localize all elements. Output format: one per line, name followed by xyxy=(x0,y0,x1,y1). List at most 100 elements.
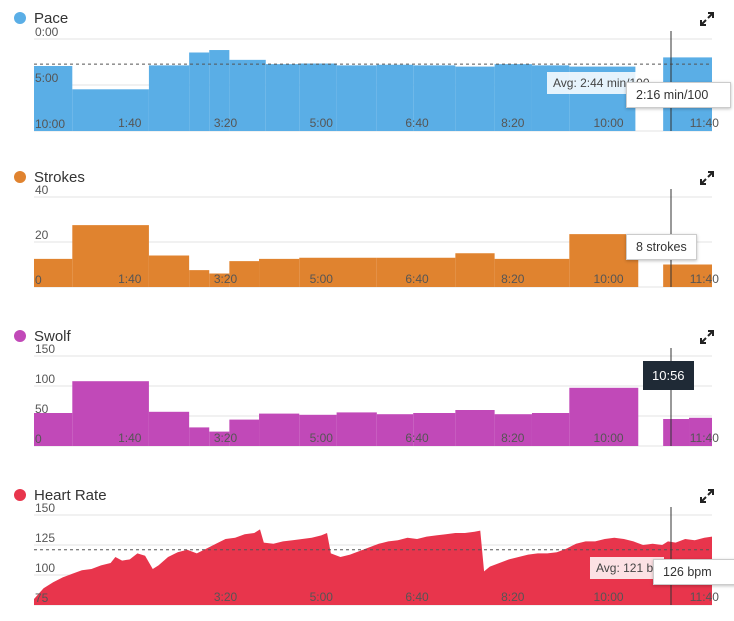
area-segment xyxy=(494,64,532,131)
x-tick-label: 1:40 xyxy=(118,431,142,445)
y-tick-label: 150 xyxy=(35,501,55,515)
y-tick-label: 100 xyxy=(35,561,55,575)
x-tick-label: 6:40 xyxy=(405,116,429,130)
x-tick-label: 10:00 xyxy=(594,272,624,286)
legend-dot-icon xyxy=(14,489,26,501)
area-segment xyxy=(376,64,414,131)
y-tick-label: 125 xyxy=(35,531,55,545)
area-segment xyxy=(34,413,73,446)
area-segment xyxy=(494,258,570,287)
area-segment xyxy=(72,89,149,131)
swolf-chart[interactable]: 0 50 100 150 1:40 3:20 5:00 6:40 8:20 10:00 11:40 xyxy=(0,326,734,466)
chart-panel-pace: Pace 0:00 5:00 10:00 1:40 3:20 5:00 6:40 8:20 10… xyxy=(0,8,734,148)
chart-panel-swolf: Swolf 0 50 100 150 1:40 3:20 5:00 6:40 8:20 10:00… xyxy=(0,326,734,466)
legend-dot-icon xyxy=(14,12,26,24)
area-segment xyxy=(376,257,456,287)
area-segment xyxy=(34,258,73,287)
x-tick-label: 8:20 xyxy=(501,116,525,130)
expand-icon[interactable] xyxy=(700,171,714,185)
y-tick-label: 75 xyxy=(35,591,49,605)
area-segment xyxy=(336,412,377,446)
area-segment xyxy=(569,387,639,446)
y-tick-label: 20 xyxy=(35,228,49,242)
x-tick-label: 6:40 xyxy=(405,272,429,286)
area-segment xyxy=(259,258,300,287)
tooltip-heart-rate: 126 bpm xyxy=(653,559,734,585)
area-segment xyxy=(229,59,266,131)
x-tick-label: 5:00 xyxy=(310,431,334,445)
chart-panel-strokes: Strokes 0 20 40 1:40 3:20 5:00 6:40 8:20 10:00 11… xyxy=(0,167,734,307)
area-segment xyxy=(229,419,260,446)
chart-panel-heart-rate: Heart Rate 75 100 125 150 3:20 5:00 6:40 8:20 10… xyxy=(0,485,734,621)
area-segment xyxy=(299,63,337,131)
legend-dot-icon xyxy=(14,330,26,342)
y-tick-label: 50 xyxy=(35,402,49,416)
y-tick-label: 0 xyxy=(35,273,42,287)
area-segment xyxy=(209,50,230,131)
x-tick-label: 11:40 xyxy=(690,590,719,604)
area-segment xyxy=(413,413,456,446)
legend-label-strokes: Strokes xyxy=(34,168,85,186)
legend-strokes[interactable]: Strokes xyxy=(14,167,85,187)
area-segment xyxy=(72,381,149,446)
heart-rate-chart[interactable]: 75 100 125 150 3:20 5:00 6:40 8:20 10:00 11:40 xyxy=(0,485,734,621)
y-tick-label: 100 xyxy=(35,372,55,386)
x-tick-label: 10:00 xyxy=(594,590,624,604)
x-tick-label: 10:00 xyxy=(594,431,624,445)
tooltip-pace: 2:16 min/100 xyxy=(626,82,731,108)
legend-heart-rate[interactable]: Heart Rate xyxy=(14,485,107,505)
area-segment xyxy=(148,411,190,446)
x-tick-label: 10:00 xyxy=(594,116,624,130)
area-segment xyxy=(455,253,495,287)
area-segment xyxy=(229,261,260,287)
area-segment xyxy=(413,65,456,131)
area-segment xyxy=(209,431,230,446)
legend-label-swolf: Swolf xyxy=(34,327,71,345)
area-series xyxy=(34,529,712,605)
legend-dot-icon xyxy=(14,171,26,183)
y-tick-label: 150 xyxy=(35,342,55,356)
x-tick-label: 5:00 xyxy=(310,272,334,286)
x-tick-label: 8:20 xyxy=(501,590,525,604)
x-tick-label: 3:20 xyxy=(214,116,238,130)
y-tick-label: 40 xyxy=(35,183,49,197)
area-segment xyxy=(663,419,690,446)
area-segment xyxy=(34,65,73,131)
area-segment xyxy=(189,270,210,287)
area-segment xyxy=(455,66,495,131)
x-tick-label: 1:40 xyxy=(118,272,142,286)
area-segment xyxy=(209,273,230,287)
legend-swolf[interactable]: Swolf xyxy=(14,326,71,346)
area-segment xyxy=(148,65,190,131)
tooltip-time: 10:56 xyxy=(643,361,694,390)
x-tick-label: 3:20 xyxy=(214,272,238,286)
y-tick-label: 0 xyxy=(35,432,42,446)
x-tick-label: 11:40 xyxy=(690,431,719,445)
legend-pace[interactable]: Pace xyxy=(14,8,68,28)
strokes-chart[interactable]: 0 20 40 1:40 3:20 5:00 6:40 8:20 10:00 11:40 xyxy=(0,167,734,307)
avg-label-heart-rate: Avg: 121 bpm xyxy=(590,557,664,579)
area-segment xyxy=(72,225,149,287)
area-segment xyxy=(494,414,532,446)
area-segment xyxy=(376,414,414,446)
x-tick-label: 3:20 xyxy=(214,431,238,445)
area-segment xyxy=(148,255,190,287)
x-tick-label: 3:20 xyxy=(214,590,238,604)
area-segment xyxy=(265,64,300,131)
y-tick-label: 0:00 xyxy=(35,25,59,39)
expand-icon[interactable] xyxy=(700,12,714,26)
x-tick-label: 11:40 xyxy=(690,272,719,286)
area-segment xyxy=(299,257,377,287)
tooltip-strokes: 8 strokes xyxy=(626,234,697,260)
x-tick-label: 1:40 xyxy=(118,116,142,130)
area-segment xyxy=(189,427,210,446)
area-segment xyxy=(299,414,337,446)
x-tick-label: 5:00 xyxy=(310,116,334,130)
y-tick-label: 5:00 xyxy=(35,71,59,85)
expand-icon[interactable] xyxy=(700,489,714,503)
x-tick-label: 8:20 xyxy=(501,431,525,445)
area-segment xyxy=(189,52,210,131)
avg-label-pace: Avg: 2:44 min/100m xyxy=(547,72,649,94)
x-tick-label: 6:40 xyxy=(405,590,429,604)
expand-icon[interactable] xyxy=(700,330,714,344)
